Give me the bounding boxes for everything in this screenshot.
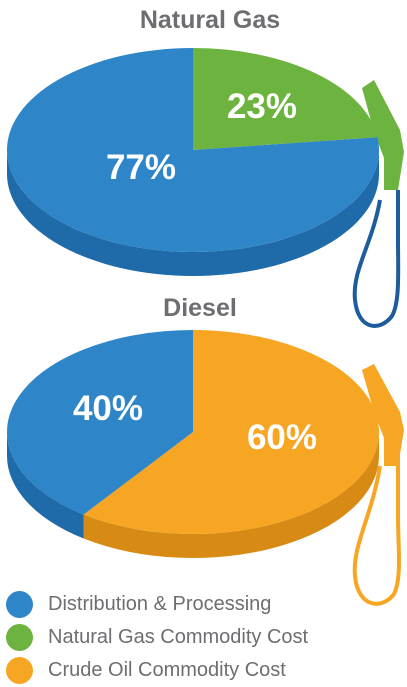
pie-slice — [83, 330, 379, 534]
pie-slice — [193, 48, 378, 150]
distribution-slice-label: 40% — [73, 389, 143, 428]
legend-label: Natural Gas Commodity Cost — [48, 626, 309, 648]
legend-item-distribution: Distribution & Processing — [6, 588, 308, 621]
pie-slice-side — [83, 432, 380, 558]
legend-label: Crude Oil Commodity Cost — [48, 659, 286, 681]
nozzle-handle — [362, 364, 404, 466]
natural-gas-pump-nozzle-icon — [352, 80, 404, 328]
legend-swatch — [6, 624, 33, 651]
legend-label: Distribution & Processing — [48, 593, 272, 615]
diesel-chart-title: Diesel — [163, 294, 237, 322]
legend-swatch — [6, 591, 33, 618]
chart-legend: Distribution & Processing Natural Gas Co… — [6, 588, 308, 687]
legend-item-crude-oil: Crude Oil Commodity Cost — [6, 654, 308, 687]
nozzle-handle — [362, 80, 404, 190]
legend-swatch — [6, 657, 33, 684]
distribution-slice-label: 77% — [106, 148, 176, 187]
crude-oil-slice-label: 60% — [247, 418, 317, 457]
nozzle-hose — [352, 451, 401, 606]
pie-slice — [6, 48, 379, 253]
natural-gas-slice-label: 23% — [227, 87, 297, 126]
natural-gas-chart-title: Natural Gas — [139, 6, 281, 34]
legend-item-natural-gas: Natural Gas Commodity Cost — [6, 621, 308, 654]
pie-slice-side — [7, 150, 379, 276]
nozzle-hose — [352, 190, 401, 328]
pie-slice — [6, 330, 194, 515]
pie-slice-side — [6, 432, 84, 539]
natural-gas-pie-chart: 23% 77% — [6, 48, 404, 328]
diesel-pump-nozzle-icon — [352, 364, 404, 606]
diesel-pie-chart: 60% 40% — [6, 330, 404, 606]
